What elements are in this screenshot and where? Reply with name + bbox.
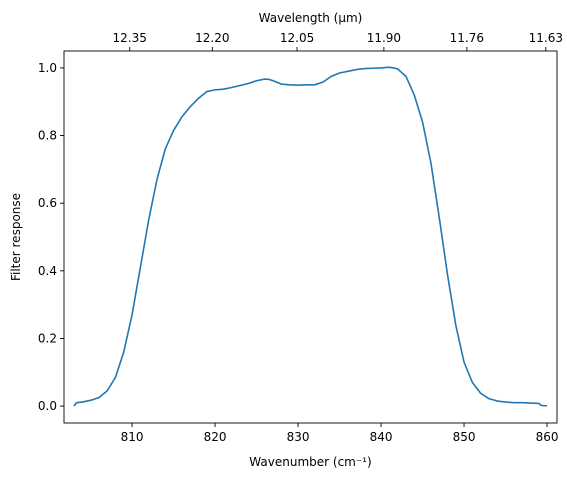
x-axis-label: Wavenumber (cm⁻¹) (249, 455, 371, 469)
y-tick-label: 0.0 (38, 399, 57, 413)
y-tick-label: 0.2 (38, 331, 57, 345)
y-tick-label: 0.4 (38, 264, 57, 278)
x-tick-label: 820 (204, 430, 227, 444)
x-tick-label: 830 (287, 430, 310, 444)
ticks-layer: 810 820 830 840 850 860 0.0 0.2 0.4 0.6 0.8 1.0 12.3… (38, 31, 563, 444)
plot-frame (63, 50, 558, 424)
plot-layer (73, 66, 548, 407)
x-tick-label: 850 (453, 430, 476, 444)
top-tick-label: 12.35 (113, 31, 147, 45)
y-tick-label: 0.6 (38, 196, 57, 210)
top-tick-label: 11.76 (450, 31, 484, 45)
x-tick-label: 810 (121, 430, 144, 444)
y-tick-label: 0.8 (38, 129, 57, 143)
top-tick-label: 11.63 (529, 31, 563, 45)
y-tick-label: 1.0 (38, 61, 57, 75)
axes-layer (63, 50, 558, 424)
x-tick-label: 860 (536, 430, 559, 444)
top-tick-label: 11.90 (367, 31, 401, 45)
top-tick-label: 12.05 (280, 31, 314, 45)
top-x-axis-label: Wavelength (μm) (259, 11, 363, 25)
top-tick-label: 12.20 (195, 31, 229, 45)
x-tick-label: 840 (370, 430, 393, 444)
y-axis-label: Filter response (9, 193, 23, 281)
series-line-0 (73, 66, 548, 407)
